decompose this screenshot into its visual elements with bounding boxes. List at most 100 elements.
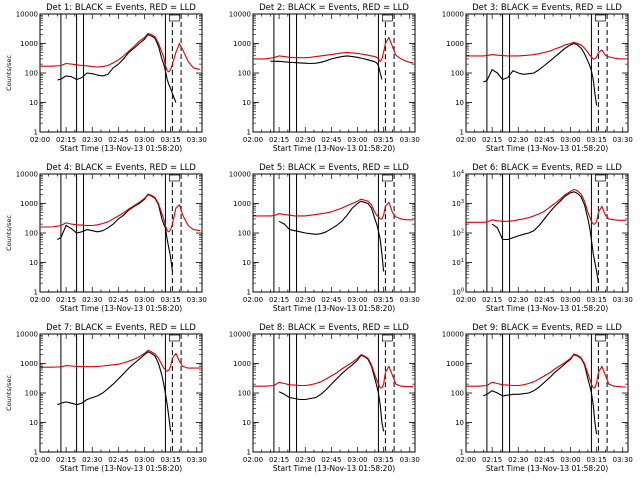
plot-frame — [39, 173, 203, 293]
y-tick-label: 10 — [242, 419, 251, 427]
x-tick-label: 02:00 — [243, 296, 263, 304]
x-tick-label: 02:00 — [456, 456, 476, 464]
chart-panel-7: Det 7: BLACK = Events, RED = LLD 1 10 100 10… — [5, 323, 207, 473]
x-tick-label: 03:15 — [374, 456, 394, 464]
x-tick-label: 02:00 — [456, 296, 476, 304]
x-tick-label: 02:45 — [534, 136, 554, 144]
x-tick-label: 02:45 — [534, 296, 554, 304]
x-tick-label: 03:30 — [400, 456, 420, 464]
y-tick-label: 10000 — [16, 171, 38, 179]
series-lld-line — [253, 198, 414, 221]
y-tick-label: 100 — [25, 70, 38, 78]
y-tick-label: 1 — [460, 129, 464, 137]
x-tick-label: 02:15 — [56, 296, 76, 304]
y-tick-label: 100 — [238, 70, 251, 78]
y-tick-label: 101 — [452, 258, 464, 267]
x-tick-label: 03:15 — [374, 136, 394, 144]
plot-frame — [465, 333, 629, 453]
x-axis-label: Start Time (13-Nov-13 01:58:20) — [486, 464, 608, 473]
series-events-line — [278, 354, 385, 432]
chart-panel-8: Det 8: BLACK = Events, RED = LLD 1 10 100 10… — [229, 323, 420, 473]
x-tick-label: 03:00 — [347, 296, 367, 304]
x-tick-label: 03:00 — [134, 456, 154, 464]
chart-panel-9: Det 9: BLACK = Events, RED = LLD 1 10 100 10… — [442, 323, 633, 473]
x-tick-label: 02:45 — [534, 456, 554, 464]
x-axis-label: Start Time (13-Nov-13 01:58:20) — [60, 464, 182, 473]
y-tick-label: 1000 — [233, 200, 251, 208]
y-tick-label: 1000 — [20, 360, 38, 368]
series-events-line — [483, 354, 598, 435]
x-tick-label: 02:15 — [56, 456, 76, 464]
x-tick-label: 02:15 — [482, 456, 502, 464]
y-tick-label: 1 — [247, 129, 251, 137]
series-events-line — [270, 55, 383, 80]
chart-panel-3: Det 3: BLACK = Events, RED = LLD 1 10 100 10… — [442, 3, 633, 153]
x-tick-label: 03:15 — [161, 136, 181, 144]
y-tick-label: 10000 — [229, 171, 251, 179]
plot-frame — [252, 333, 416, 453]
x-tick-label: 02:15 — [269, 136, 289, 144]
y-tick-label: 100 — [238, 230, 251, 238]
y-tick-label: 1000 — [446, 40, 464, 48]
x-tick-label: 02:00 — [243, 456, 263, 464]
series-lld-line — [253, 354, 414, 389]
chart-title: Det 8: BLACK = Events, RED = LLD — [259, 323, 409, 333]
x-tick-label: 02:30 — [82, 296, 102, 304]
series-lld-line — [253, 36, 414, 64]
plot-frame — [252, 13, 416, 133]
plot-frame — [465, 173, 629, 293]
y-tick-label: 10 — [29, 259, 38, 267]
x-tick-label: 03:30 — [187, 456, 207, 464]
x-tick-label: 03:00 — [347, 456, 367, 464]
x-tick-label: 02:30 — [508, 136, 528, 144]
chart-title: Det 5: BLACK = Events, RED = LLD — [259, 163, 409, 173]
x-tick-label: 02:15 — [269, 456, 289, 464]
x-tick-label: 02:30 — [295, 296, 315, 304]
x-tick-label: 02:30 — [508, 296, 528, 304]
series-events-line — [483, 42, 598, 106]
annotation-box — [595, 14, 606, 22]
chart-panel-6: Det 6: BLACK = Events, RED = LLD 100 101 10… — [452, 163, 633, 313]
x-tick-label: 02:00 — [30, 296, 50, 304]
annotation-box — [382, 334, 393, 342]
x-tick-label: 03:30 — [187, 296, 207, 304]
series-lld-line — [40, 32, 201, 73]
x-axis-label: Start Time (13-Nov-13 01:58:20) — [60, 144, 182, 153]
y-tick-label: 1000 — [446, 360, 464, 368]
x-tick-label: 02:30 — [82, 456, 102, 464]
chart-title: Det 1: BLACK = Events, RED = LLD — [46, 3, 196, 13]
x-tick-label: 03:15 — [161, 296, 181, 304]
y-axis-label: Counts/sec — [5, 55, 13, 91]
series-lld-line — [466, 188, 627, 225]
y-tick-label: 10 — [29, 99, 38, 107]
chart-title: Det 3: BLACK = Events, RED = LLD — [472, 3, 622, 13]
y-tick-label: 10 — [29, 419, 38, 427]
x-tick-label: 03:30 — [613, 296, 633, 304]
chart-panel-2: Det 2: BLACK = Events, RED = LLD 1 10 100 10… — [229, 3, 420, 153]
chart-title: Det 2: BLACK = Events, RED = LLD — [259, 3, 409, 13]
chart-title: Det 4: BLACK = Events, RED = LLD — [46, 163, 196, 173]
y-tick-label: 10000 — [229, 11, 251, 19]
y-tick-label: 10000 — [229, 331, 251, 339]
y-tick-label: 1 — [34, 289, 38, 297]
x-tick-label: 03:00 — [560, 456, 580, 464]
x-tick-label: 03:30 — [613, 456, 633, 464]
series-events-line — [278, 200, 385, 272]
x-axis-label: Start Time (13-Nov-13 01:58:20) — [60, 304, 182, 313]
x-tick-label: 02:15 — [482, 136, 502, 144]
annotation-box — [169, 174, 180, 182]
x-tick-label: 02:45 — [108, 296, 128, 304]
annotation-box — [382, 174, 393, 182]
x-tick-label: 03:15 — [587, 296, 607, 304]
series-events-line — [491, 191, 599, 284]
y-axis-label: Counts/sec — [5, 375, 13, 411]
x-tick-label: 03:30 — [613, 136, 633, 144]
x-tick-label: 03:00 — [134, 136, 154, 144]
x-tick-label: 02:30 — [295, 456, 315, 464]
chart-panel-4: Det 4: BLACK = Events, RED = LLD 1 10 100 10… — [5, 163, 207, 313]
x-tick-label: 02:15 — [56, 136, 76, 144]
x-tick-label: 03:00 — [134, 296, 154, 304]
x-tick-label: 02:00 — [30, 136, 50, 144]
y-tick-label: 1 — [34, 129, 38, 137]
